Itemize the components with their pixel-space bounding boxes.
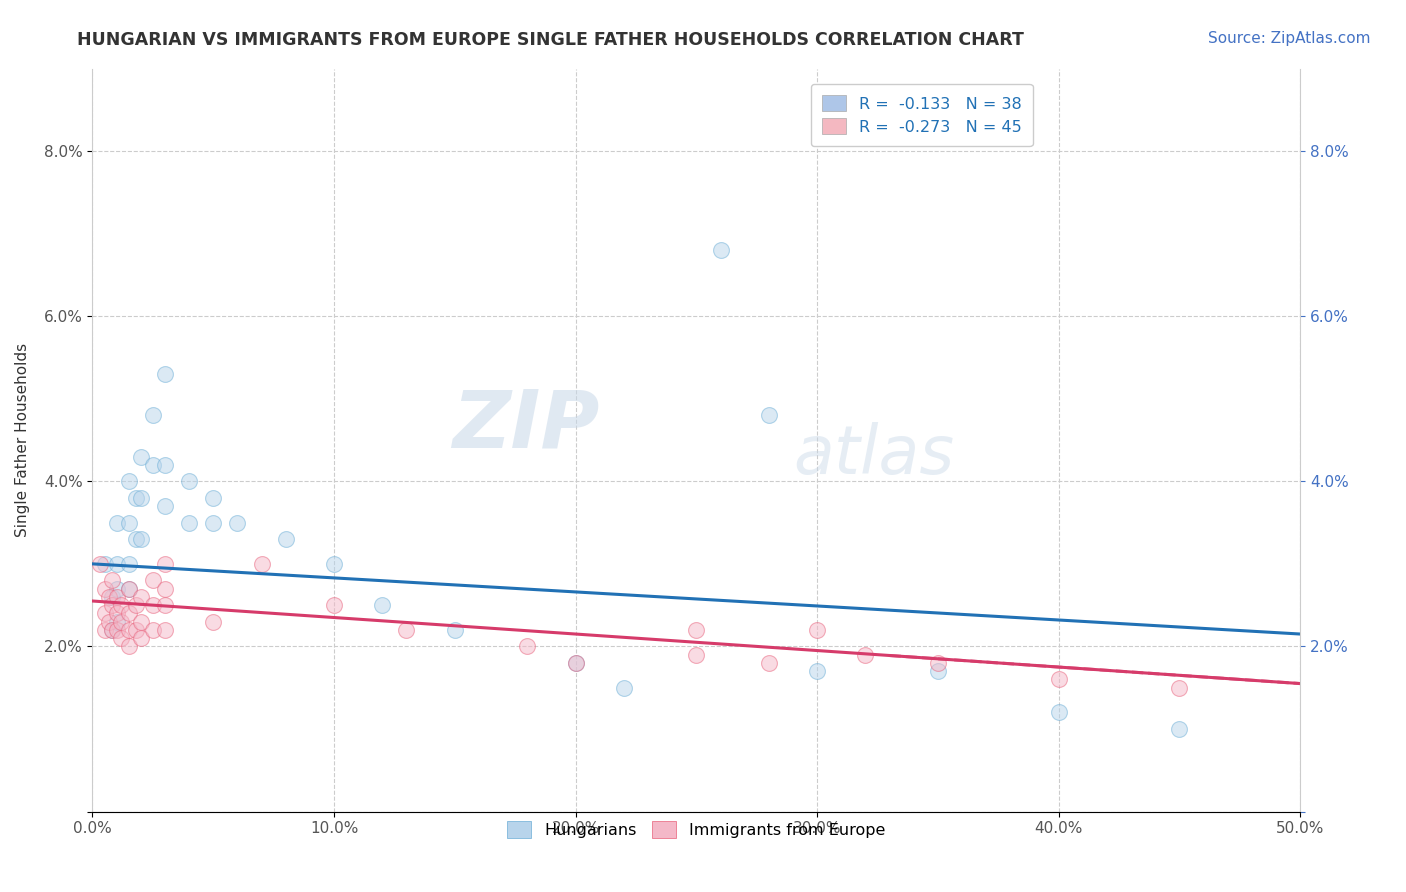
Point	[125, 491, 148, 505]
Point	[118, 582, 141, 596]
Point	[153, 623, 176, 637]
Point	[105, 516, 128, 530]
Point	[1168, 681, 1191, 695]
Point	[202, 615, 225, 629]
Point	[142, 409, 165, 423]
Point	[98, 590, 121, 604]
Point	[118, 516, 141, 530]
Point	[101, 590, 124, 604]
Point	[516, 640, 538, 654]
Point	[613, 681, 636, 695]
Point	[118, 582, 141, 596]
Point	[105, 582, 128, 596]
Point	[202, 491, 225, 505]
Point	[98, 615, 121, 629]
Point	[129, 532, 152, 546]
Point	[1047, 706, 1070, 720]
Point	[153, 598, 176, 612]
Point	[443, 623, 465, 637]
Point	[177, 516, 200, 530]
Point	[129, 491, 152, 505]
Point	[89, 557, 111, 571]
Point	[323, 557, 346, 571]
Point	[564, 656, 586, 670]
Point	[129, 590, 152, 604]
Point	[153, 557, 176, 571]
Point	[927, 656, 949, 670]
Legend: Hungarians, Immigrants from Europe: Hungarians, Immigrants from Europe	[501, 815, 891, 845]
Point	[129, 631, 152, 645]
Point	[395, 623, 418, 637]
Point	[142, 598, 165, 612]
Point	[153, 499, 176, 513]
Point	[118, 557, 141, 571]
Text: Source: ZipAtlas.com: Source: ZipAtlas.com	[1208, 31, 1371, 46]
Point	[101, 623, 124, 637]
Point	[758, 409, 780, 423]
Point	[142, 574, 165, 588]
Text: atlas: atlas	[793, 422, 955, 488]
Point	[105, 623, 128, 637]
Point	[105, 590, 128, 604]
Point	[105, 557, 128, 571]
Point	[1168, 722, 1191, 736]
Point	[125, 532, 148, 546]
Point	[118, 607, 141, 621]
Point	[758, 656, 780, 670]
Point	[101, 574, 124, 588]
Point	[101, 623, 124, 637]
Point	[125, 623, 148, 637]
Point	[274, 532, 297, 546]
Point	[93, 607, 115, 621]
Text: ZIP: ZIP	[453, 386, 600, 464]
Point	[153, 367, 176, 381]
Point	[153, 582, 176, 596]
Point	[118, 475, 141, 489]
Point	[685, 648, 707, 662]
Text: HUNGARIAN VS IMMIGRANTS FROM EUROPE SINGLE FATHER HOUSEHOLDS CORRELATION CHART: HUNGARIAN VS IMMIGRANTS FROM EUROPE SING…	[77, 31, 1024, 49]
Point	[105, 607, 128, 621]
Point	[685, 623, 707, 637]
Point	[93, 557, 115, 571]
Point	[250, 557, 273, 571]
Point	[125, 598, 148, 612]
Point	[129, 615, 152, 629]
Point	[118, 640, 141, 654]
Point	[110, 598, 132, 612]
Point	[564, 656, 586, 670]
Point	[101, 598, 124, 612]
Point	[142, 623, 165, 637]
Point	[105, 615, 128, 629]
Point	[709, 243, 731, 257]
Point	[927, 664, 949, 678]
Point	[806, 623, 828, 637]
Point	[93, 582, 115, 596]
Point	[806, 664, 828, 678]
Point	[202, 516, 225, 530]
Point	[177, 475, 200, 489]
Point	[226, 516, 249, 530]
Point	[323, 598, 346, 612]
Point	[142, 458, 165, 472]
Point	[110, 615, 132, 629]
Point	[1047, 673, 1070, 687]
Point	[118, 623, 141, 637]
Point	[110, 631, 132, 645]
Y-axis label: Single Father Households: Single Father Households	[15, 343, 30, 537]
Point	[371, 598, 394, 612]
Point	[93, 623, 115, 637]
Point	[153, 458, 176, 472]
Point	[855, 648, 877, 662]
Point	[129, 450, 152, 464]
